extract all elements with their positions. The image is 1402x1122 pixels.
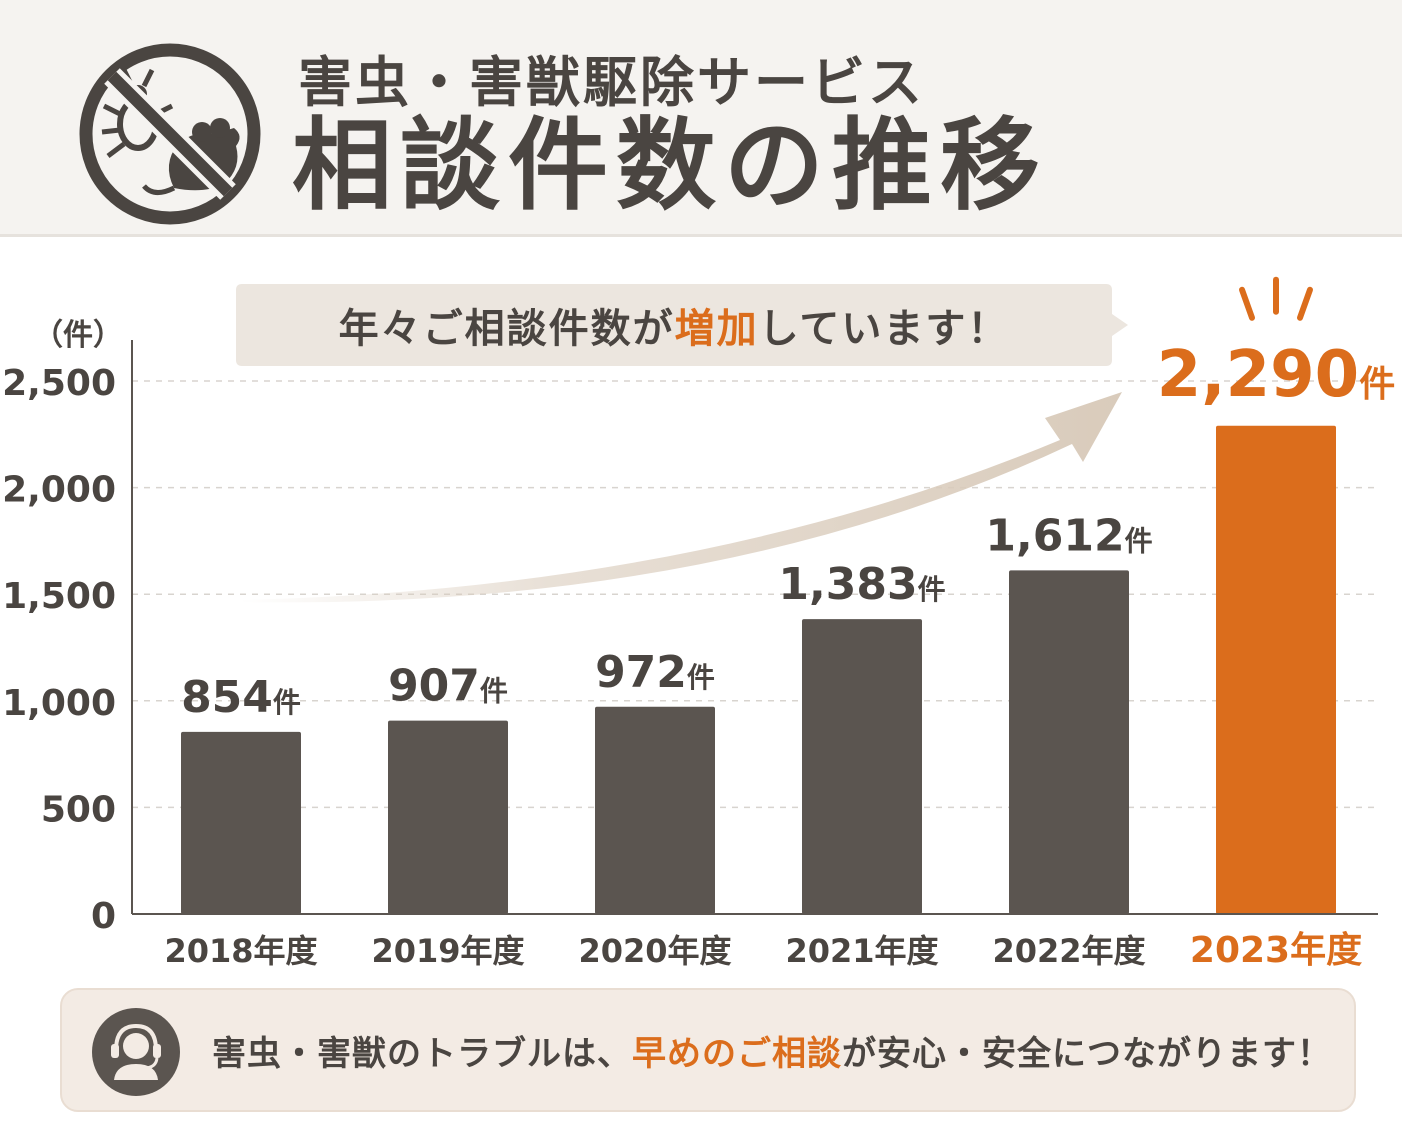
x-tick-label: 2018年度 — [164, 932, 317, 970]
highlight-burst — [1297, 286, 1313, 321]
y-tick-label: 500 — [41, 789, 116, 830]
y-tick-label: 1,500 — [2, 576, 116, 617]
callout-text-before: 年々ご相談件数が — [338, 306, 675, 352]
x-tick-label: 2020年度 — [578, 932, 731, 970]
x-tick-label: 2021年度 — [785, 932, 938, 970]
y-tick-label: 2,500 — [2, 363, 116, 404]
bar-2020年度 — [595, 706, 715, 914]
data-label: 2,290件 — [1157, 338, 1395, 412]
headset-operator-icon — [92, 1008, 180, 1096]
header: 害虫・害獣駆除サービス 相談件数の推移 — [0, 0, 1402, 237]
data-label: 854件 — [181, 672, 301, 723]
callout-bubble — [236, 284, 1128, 366]
callout-banner: 年々ご相談件数が 増加 しています！ — [236, 284, 1128, 366]
y-tick-label: 2,000 — [2, 470, 116, 511]
bar-2022年度 — [1009, 570, 1129, 914]
highlight-burst — [1239, 286, 1255, 321]
trend-arrow — [240, 392, 1122, 603]
header-subtitle: 害虫・害獣駆除サービス — [298, 51, 925, 114]
data-label: 1,383件 — [778, 559, 945, 610]
footer-text: 害虫・害獣のトラブルは、 早めのご相談 が安心・安全につながります！ — [212, 990, 1334, 1110]
callout-text-highlight: 増加 — [674, 306, 759, 352]
x-tick-label: 2019年度 — [371, 932, 524, 970]
x-tick-label: 2022年度 — [992, 932, 1145, 970]
data-label: 1,612件 — [985, 510, 1152, 561]
data-label: 972件 — [595, 647, 715, 698]
x-tick-label: 2023年度 — [1190, 930, 1362, 971]
no-pests-icon — [79, 43, 261, 225]
y-tick-label: 0 — [91, 896, 116, 937]
footer-banner: 害虫・害獣のトラブルは、 早めのご相談 が安心・安全につながります！ — [60, 988, 1356, 1112]
bar-2018年度 — [181, 731, 301, 914]
header-title: 相談件数の推移 — [292, 107, 1048, 224]
y-axis-unit-label: （件） — [33, 318, 123, 353]
bar-2019年度 — [388, 720, 508, 914]
callout-text: 年々ご相談件数が 増加 しています！ — [236, 284, 1112, 366]
callout-text-after: しています！ — [758, 306, 1010, 352]
bar-2023年度 — [1216, 425, 1336, 914]
footer-text-before: 害虫・害獣のトラブルは、 — [212, 1033, 632, 1074]
y-tick-label: 1,000 — [2, 683, 116, 724]
data-label: 907件 — [388, 661, 508, 712]
bar-2021年度 — [802, 619, 922, 914]
footer-text-after: が安心・安全につながります！ — [842, 1033, 1332, 1074]
footer-text-highlight: 早めのご相談 — [632, 1033, 842, 1074]
